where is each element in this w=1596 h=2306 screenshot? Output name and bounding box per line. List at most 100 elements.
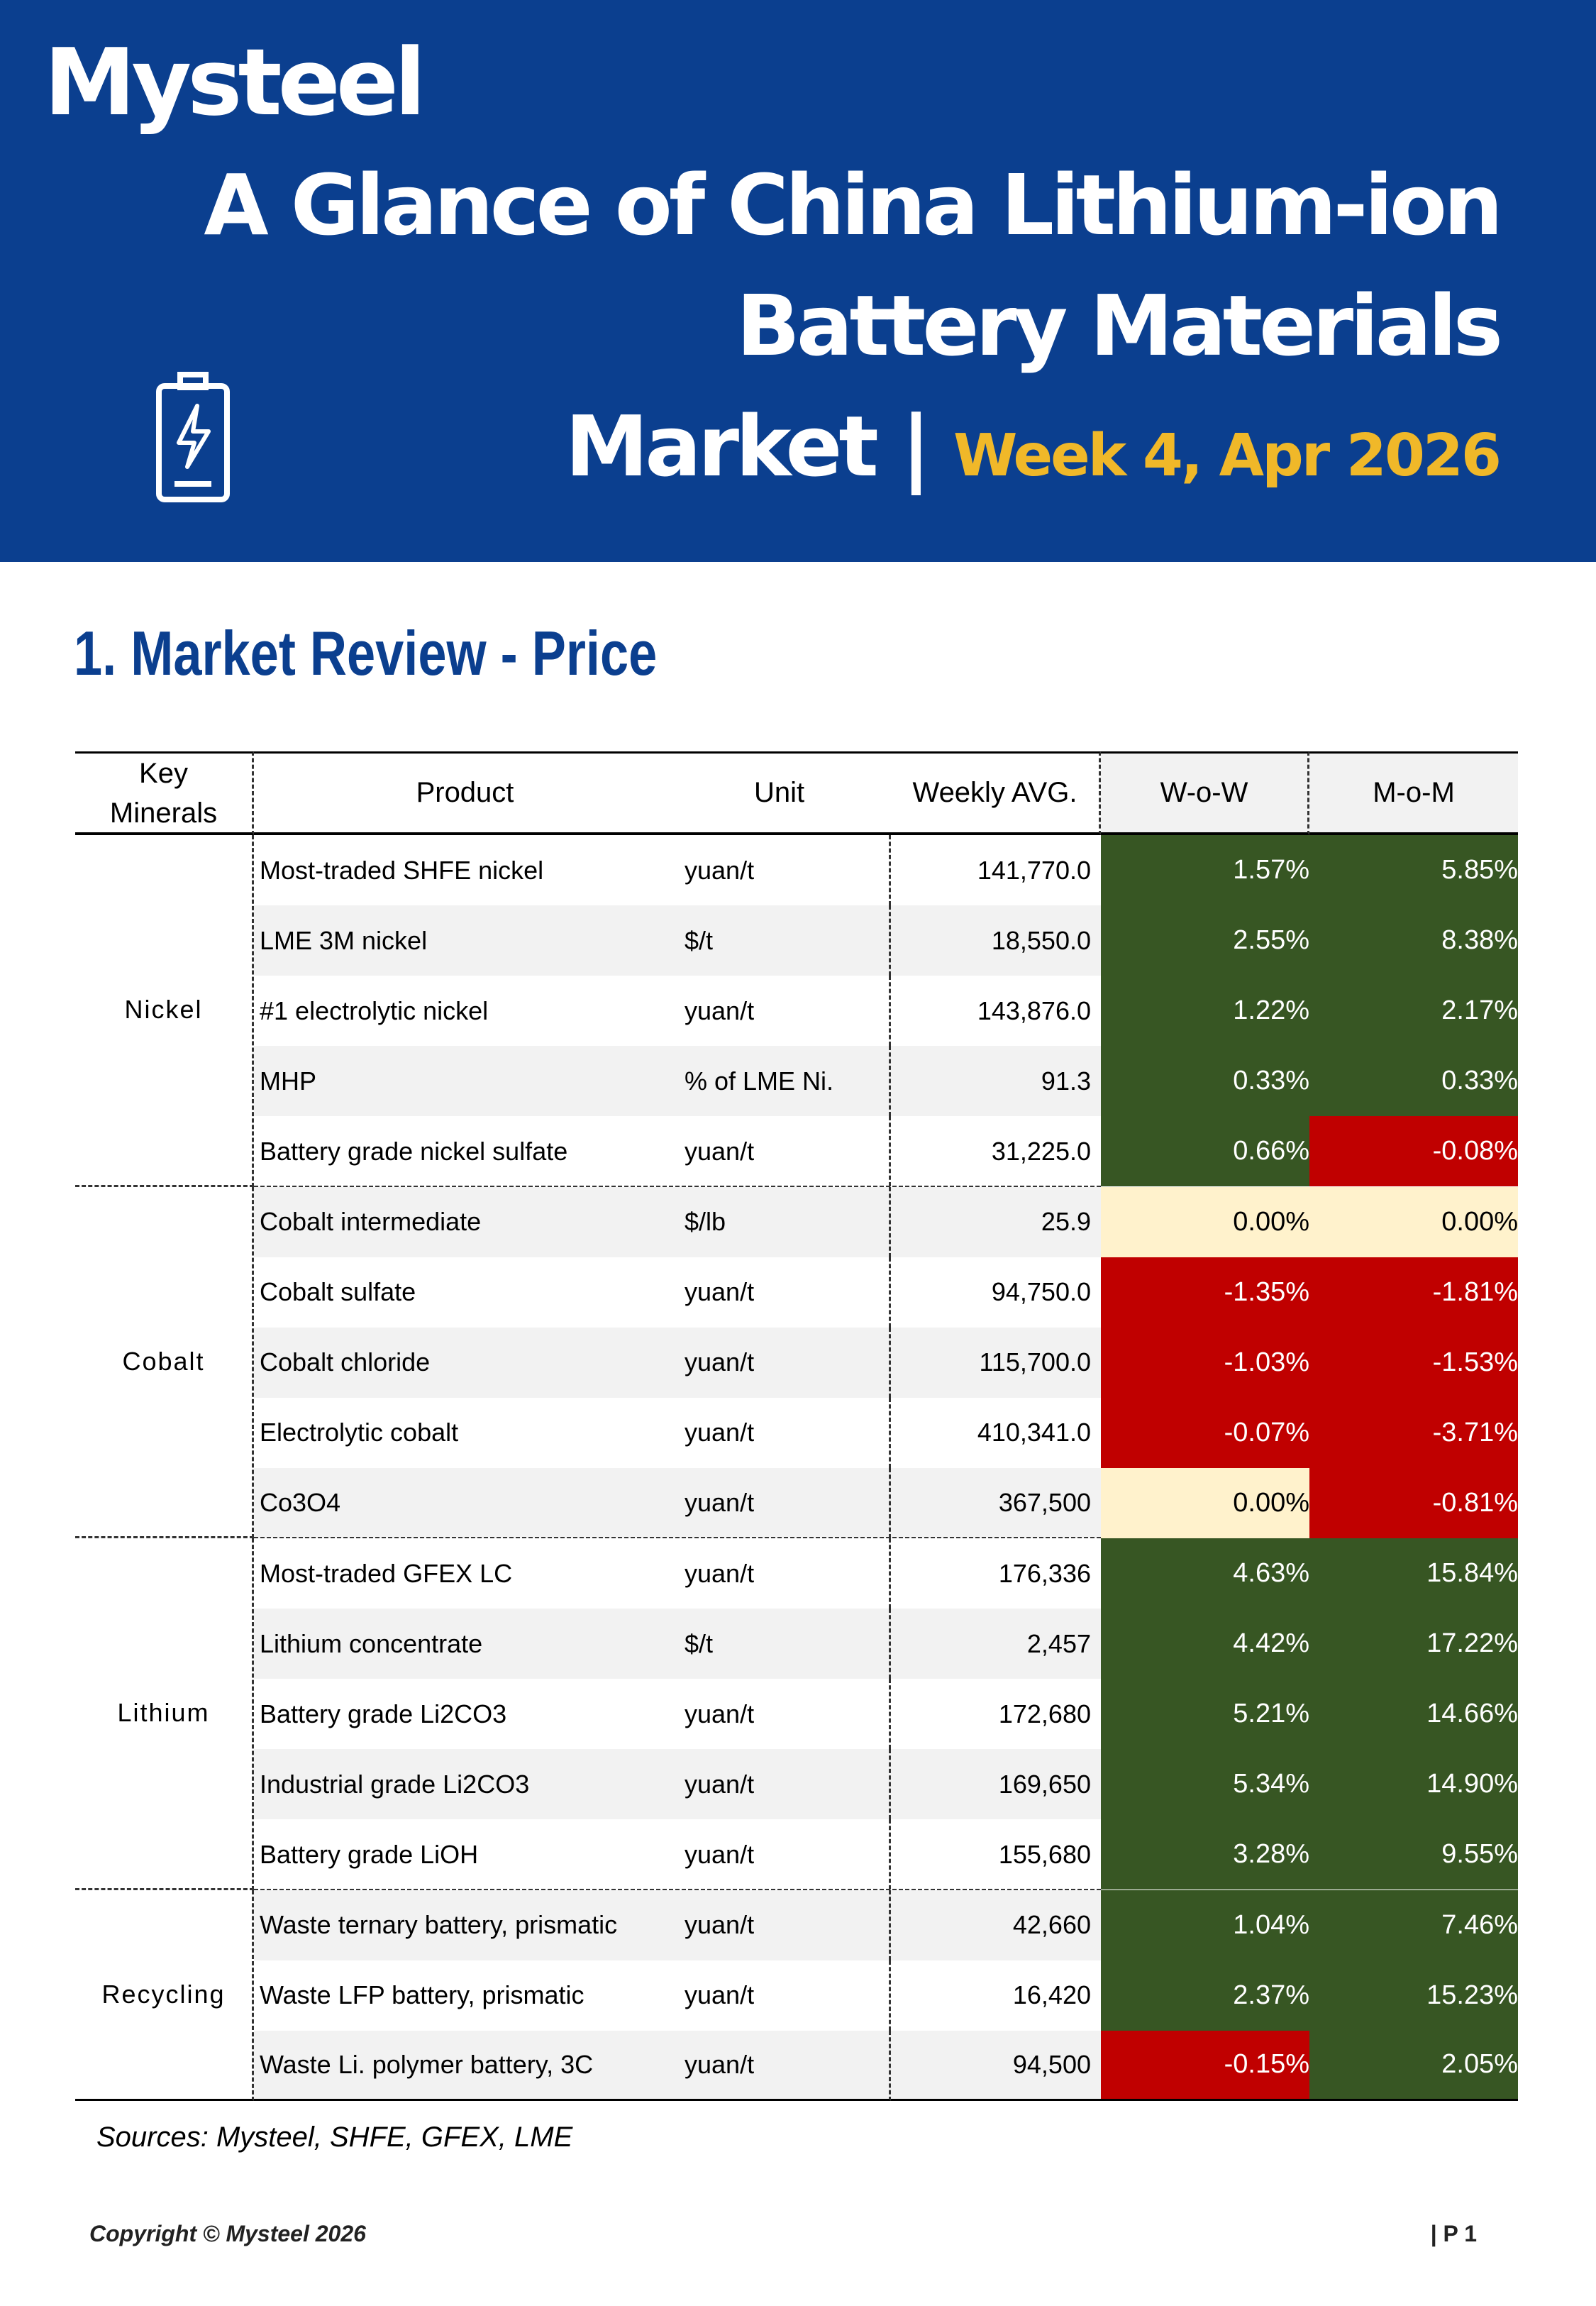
unit: yuan/t bbox=[676, 1467, 891, 1538]
product: Cobalt intermediate bbox=[254, 1186, 676, 1257]
group-label: Cobalt bbox=[75, 1186, 254, 1538]
wow-change: 0.66% bbox=[1101, 1116, 1309, 1187]
wow-change: 1.22% bbox=[1101, 976, 1309, 1047]
wow-change: 0.33% bbox=[1101, 1046, 1309, 1117]
page-number: | P 1 bbox=[1430, 2221, 1477, 2246]
group-separator bbox=[254, 1888, 1101, 1891]
weekly-avg: 18,550.0 bbox=[891, 905, 1101, 976]
weekly-avg: 176,336 bbox=[891, 1538, 1101, 1609]
wow-change: 1.04% bbox=[1101, 1890, 1309, 1960]
mom-change: -1.53% bbox=[1309, 1327, 1518, 1398]
weekly-avg: 155,680 bbox=[891, 1819, 1101, 1890]
unit: yuan/t bbox=[676, 1890, 891, 1960]
column-header: M-o-M bbox=[1309, 751, 1518, 835]
weekly-avg: 141,770.0 bbox=[891, 835, 1101, 906]
wow-change: -1.03% bbox=[1101, 1327, 1309, 1398]
mom-change: -0.81% bbox=[1309, 1467, 1518, 1538]
unit: yuan/t bbox=[676, 2030, 891, 2101]
mom-change: 15.84% bbox=[1309, 1538, 1518, 1609]
product: Most-traded GFEX LC bbox=[254, 1538, 676, 1609]
unit: yuan/t bbox=[676, 1819, 891, 1890]
weekly-avg: 16,420 bbox=[891, 1960, 1101, 2031]
battery-icon bbox=[156, 372, 230, 502]
mom-change: 2.05% bbox=[1309, 2030, 1518, 2101]
wow-change: 3.28% bbox=[1101, 1819, 1309, 1890]
title-line: Battery Materials bbox=[736, 277, 1503, 375]
product: Electrolytic cobalt bbox=[254, 1397, 676, 1468]
weekly-avg: 42,660 bbox=[891, 1890, 1101, 1960]
unit: yuan/t bbox=[676, 1538, 891, 1609]
product: Waste ternary battery, prismatic bbox=[254, 1890, 676, 1960]
wow-change: -0.15% bbox=[1101, 2030, 1309, 2101]
column-header: Product bbox=[254, 751, 676, 835]
group-label: Recycling bbox=[75, 1890, 254, 2101]
product: Most-traded SHFE nickel bbox=[254, 835, 676, 906]
product: Battery grade Li2CO3 bbox=[254, 1679, 676, 1750]
mom-change: 15.23% bbox=[1309, 1960, 1518, 2031]
title-line: A Glance of China Lithium-ion bbox=[204, 156, 1503, 254]
product: Waste Li. polymer battery, 3C bbox=[254, 2030, 676, 2101]
copyright: Copyright © Mysteel 2026 bbox=[89, 2221, 366, 2246]
group-label: Nickel bbox=[75, 835, 254, 1187]
unit: yuan/t bbox=[676, 1679, 891, 1750]
column-header: Weekly AVG. bbox=[891, 751, 1101, 835]
mom-change: 7.46% bbox=[1309, 1890, 1518, 1960]
product: Industrial grade Li2CO3 bbox=[254, 1749, 676, 1820]
unit: yuan/t bbox=[676, 835, 891, 906]
column-header: W-o-W bbox=[1101, 751, 1309, 835]
section-title: 1. Market Review - Price bbox=[74, 618, 658, 688]
mom-change: 9.55% bbox=[1309, 1819, 1518, 1890]
weekly-avg: 2,457 bbox=[891, 1609, 1101, 1679]
unit: yuan/t bbox=[676, 1960, 891, 2031]
wow-change: 0.00% bbox=[1101, 1186, 1309, 1257]
week: Week 4, Apr 2026 bbox=[953, 422, 1502, 490]
product: Lithium concentrate bbox=[254, 1609, 676, 1679]
product: MHP bbox=[254, 1046, 676, 1117]
group-label: Lithium bbox=[75, 1538, 254, 1890]
mom-change: 17.22% bbox=[1309, 1609, 1518, 1679]
product: Cobalt chloride bbox=[254, 1327, 676, 1398]
wow-change: -0.07% bbox=[1101, 1397, 1309, 1468]
product: Battery grade nickel sulfate bbox=[254, 1116, 676, 1187]
product: Battery grade LiOH bbox=[254, 1819, 676, 1890]
weekly-avg: 143,876.0 bbox=[891, 976, 1101, 1047]
unit: yuan/t bbox=[676, 1257, 891, 1328]
weekly-avg: 25.9 bbox=[891, 1186, 1101, 1257]
wow-change: 2.55% bbox=[1101, 905, 1309, 976]
weekly-avg: 31,225.0 bbox=[891, 1116, 1101, 1187]
unit: % of LME Ni. bbox=[676, 1046, 891, 1117]
mom-change: 8.38% bbox=[1309, 905, 1518, 976]
unit: yuan/t bbox=[676, 976, 891, 1047]
weekly-avg: 91.3 bbox=[891, 1046, 1101, 1117]
weekly-avg: 410,341.0 bbox=[891, 1397, 1101, 1468]
title-line: Market | Week 4, Apr 2026 bbox=[565, 397, 1502, 495]
wow-change: 2.37% bbox=[1101, 1960, 1309, 2031]
column-header: Unit bbox=[676, 751, 891, 835]
wow-change: 5.21% bbox=[1101, 1679, 1309, 1750]
group-separator bbox=[254, 1537, 1101, 1539]
mom-change: 2.17% bbox=[1309, 976, 1518, 1047]
sources: Sources: Mysteel, SHFE, GFEX, LME bbox=[96, 2122, 573, 2153]
mom-change: -1.81% bbox=[1309, 1257, 1518, 1328]
unit: yuan/t bbox=[676, 1749, 891, 1820]
wow-change: 1.57% bbox=[1101, 835, 1309, 906]
mom-change: 0.00% bbox=[1309, 1186, 1518, 1257]
unit: yuan/t bbox=[676, 1116, 891, 1187]
weekly-avg: 367,500 bbox=[891, 1467, 1101, 1538]
unit: $/t bbox=[676, 1609, 891, 1679]
weekly-avg: 169,650 bbox=[891, 1749, 1101, 1820]
product: Co3O4 bbox=[254, 1467, 676, 1538]
unit: yuan/t bbox=[676, 1397, 891, 1468]
weekly-avg: 94,750.0 bbox=[891, 1257, 1101, 1328]
unit: yuan/t bbox=[676, 1327, 891, 1398]
logo: Mysteel bbox=[44, 28, 426, 136]
column-header: Key Minerals bbox=[75, 751, 254, 835]
wow-change: -1.35% bbox=[1101, 1257, 1309, 1328]
product: LME 3M nickel bbox=[254, 905, 676, 976]
weekly-avg: 94,500 bbox=[891, 2030, 1101, 2101]
unit: $/t bbox=[676, 905, 891, 976]
wow-change: 0.00% bbox=[1101, 1467, 1309, 1538]
mom-change: -0.08% bbox=[1309, 1116, 1518, 1187]
mom-change: 5.85% bbox=[1309, 835, 1518, 906]
